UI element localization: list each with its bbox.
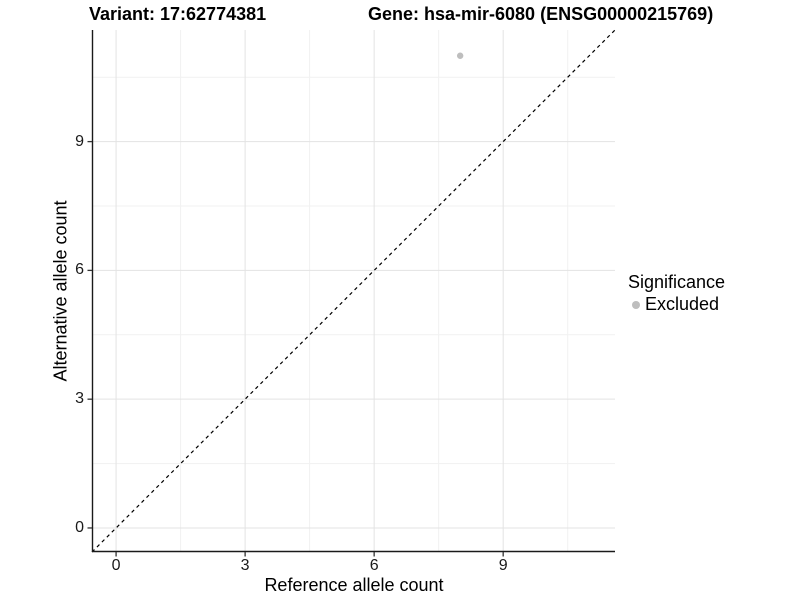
plot-canvas [87, 29, 616, 557]
x-axis-title: Reference allele count [264, 575, 444, 595]
data-point [456, 52, 464, 59]
x-tick-label: 0 [111, 557, 121, 574]
y-tick-label: 6 [75, 261, 84, 279]
y-axis-title: Alternative allele count [50, 200, 71, 382]
plot-panel [87, 29, 616, 557]
gene-title: Gene: hsa-mir-6080 (ENSG00000215769) [368, 4, 714, 24]
y-tick-label: 9 [75, 132, 84, 150]
legend-item-label: Excluded [645, 294, 720, 314]
legend: Significance Excluded [628, 272, 725, 315]
variant-title: Variant: 17:62774381 [89, 4, 267, 24]
legend-title: Significance [628, 272, 726, 292]
y-tick-label: 3 [75, 390, 84, 408]
identity-reference-line [91, 29, 616, 553]
legend-item-excluded: Excluded [628, 294, 725, 315]
y-tick-label: 0 [75, 518, 84, 536]
excluded-point-icon [632, 300, 640, 309]
x-tick-label: 9 [498, 557, 508, 574]
x-tick-label: 3 [240, 557, 250, 574]
x-tick-label: 6 [369, 557, 379, 574]
